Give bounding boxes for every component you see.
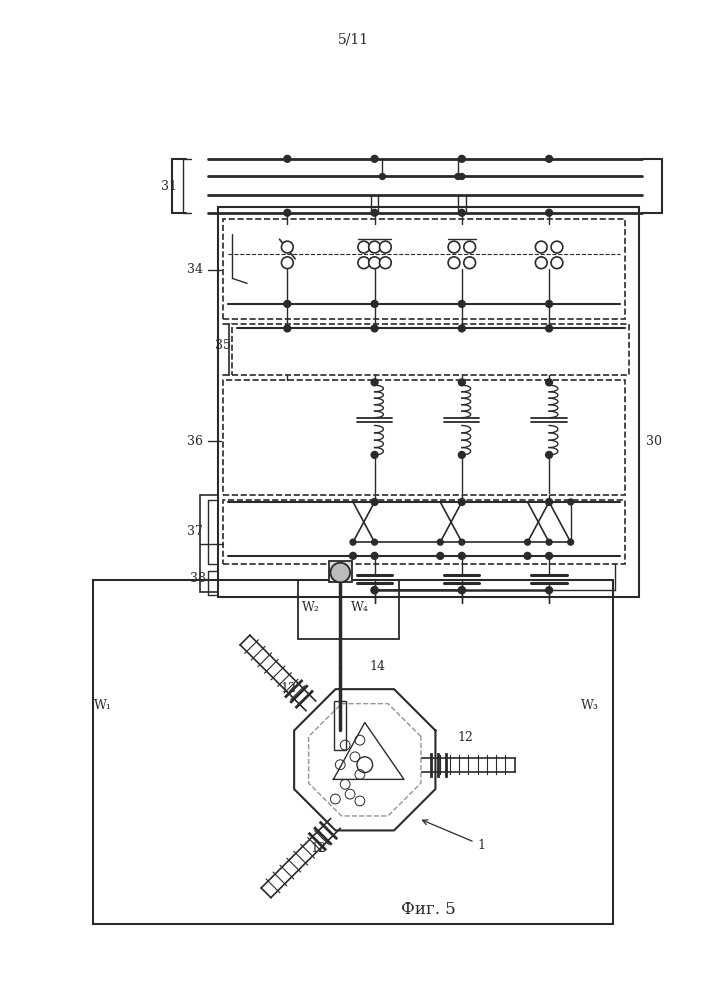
Circle shape: [368, 241, 380, 253]
Text: 30: 30: [646, 435, 662, 448]
Text: 35: 35: [215, 339, 230, 352]
Circle shape: [546, 155, 552, 162]
Circle shape: [458, 325, 465, 332]
Circle shape: [568, 539, 573, 545]
Bar: [298, 580, 399, 639]
Circle shape: [281, 257, 293, 269]
Circle shape: [372, 539, 378, 545]
Text: 12: 12: [458, 731, 474, 744]
Circle shape: [458, 155, 465, 162]
Circle shape: [535, 241, 547, 253]
Circle shape: [458, 499, 465, 505]
Bar: [334, 701, 346, 750]
Circle shape: [330, 563, 350, 582]
Circle shape: [438, 539, 443, 545]
Circle shape: [284, 325, 291, 332]
Circle shape: [551, 241, 563, 253]
Circle shape: [464, 241, 476, 253]
Text: 37: 37: [187, 525, 203, 538]
Text: 38: 38: [190, 572, 206, 585]
Circle shape: [380, 174, 385, 179]
Circle shape: [546, 539, 552, 545]
Text: W₄: W₄: [351, 601, 369, 614]
Circle shape: [380, 241, 391, 253]
Text: 12: 12: [311, 842, 327, 855]
Text: 5/11: 5/11: [337, 32, 368, 46]
Circle shape: [368, 257, 380, 269]
Circle shape: [459, 539, 464, 545]
Bar: [329, 561, 352, 582]
Circle shape: [358, 257, 370, 269]
Circle shape: [371, 155, 378, 162]
Circle shape: [551, 257, 563, 269]
Bar: [223, 219, 624, 319]
Text: Фиг. 5: Фиг. 5: [401, 901, 456, 918]
Circle shape: [546, 587, 552, 594]
Circle shape: [458, 587, 465, 594]
Circle shape: [371, 379, 378, 386]
Text: W₂: W₂: [302, 601, 320, 614]
Bar: [200, 495, 218, 592]
Circle shape: [448, 241, 460, 253]
Text: 34: 34: [187, 263, 203, 276]
Text: 31: 31: [160, 180, 177, 193]
Circle shape: [349, 552, 356, 559]
Bar: [233, 324, 629, 375]
Circle shape: [525, 539, 530, 545]
Circle shape: [437, 552, 444, 559]
Circle shape: [371, 300, 378, 307]
Circle shape: [546, 499, 552, 505]
Bar: [223, 380, 624, 495]
Circle shape: [535, 257, 547, 269]
Circle shape: [371, 587, 378, 594]
Circle shape: [458, 209, 465, 216]
Circle shape: [546, 209, 552, 216]
Circle shape: [546, 451, 552, 458]
Text: 12: 12: [281, 682, 296, 695]
Circle shape: [371, 209, 378, 216]
Circle shape: [371, 325, 378, 332]
Circle shape: [284, 155, 291, 162]
Text: 36: 36: [187, 435, 203, 448]
Circle shape: [568, 499, 573, 505]
Circle shape: [358, 241, 370, 253]
Circle shape: [371, 499, 378, 505]
Circle shape: [546, 300, 552, 307]
Circle shape: [455, 174, 461, 179]
Circle shape: [371, 451, 378, 458]
Text: W₁: W₁: [94, 699, 112, 712]
Circle shape: [546, 552, 552, 559]
Circle shape: [458, 552, 465, 559]
Circle shape: [371, 552, 378, 559]
Circle shape: [458, 379, 465, 386]
Circle shape: [546, 379, 552, 386]
Circle shape: [284, 300, 291, 307]
Circle shape: [459, 174, 464, 179]
Polygon shape: [334, 723, 404, 779]
Bar: [223, 500, 624, 564]
Circle shape: [380, 257, 391, 269]
Text: 14: 14: [370, 660, 386, 673]
Bar: [93, 580, 613, 924]
Text: 1: 1: [423, 820, 486, 852]
Circle shape: [281, 241, 293, 253]
Circle shape: [458, 587, 465, 594]
Circle shape: [458, 451, 465, 458]
Circle shape: [371, 587, 378, 594]
Circle shape: [546, 325, 552, 332]
Text: W₃: W₃: [581, 699, 600, 712]
Circle shape: [464, 257, 476, 269]
Circle shape: [458, 300, 465, 307]
Circle shape: [350, 539, 356, 545]
Circle shape: [448, 257, 460, 269]
Circle shape: [524, 552, 531, 559]
Circle shape: [284, 209, 291, 216]
Bar: [218, 207, 639, 597]
